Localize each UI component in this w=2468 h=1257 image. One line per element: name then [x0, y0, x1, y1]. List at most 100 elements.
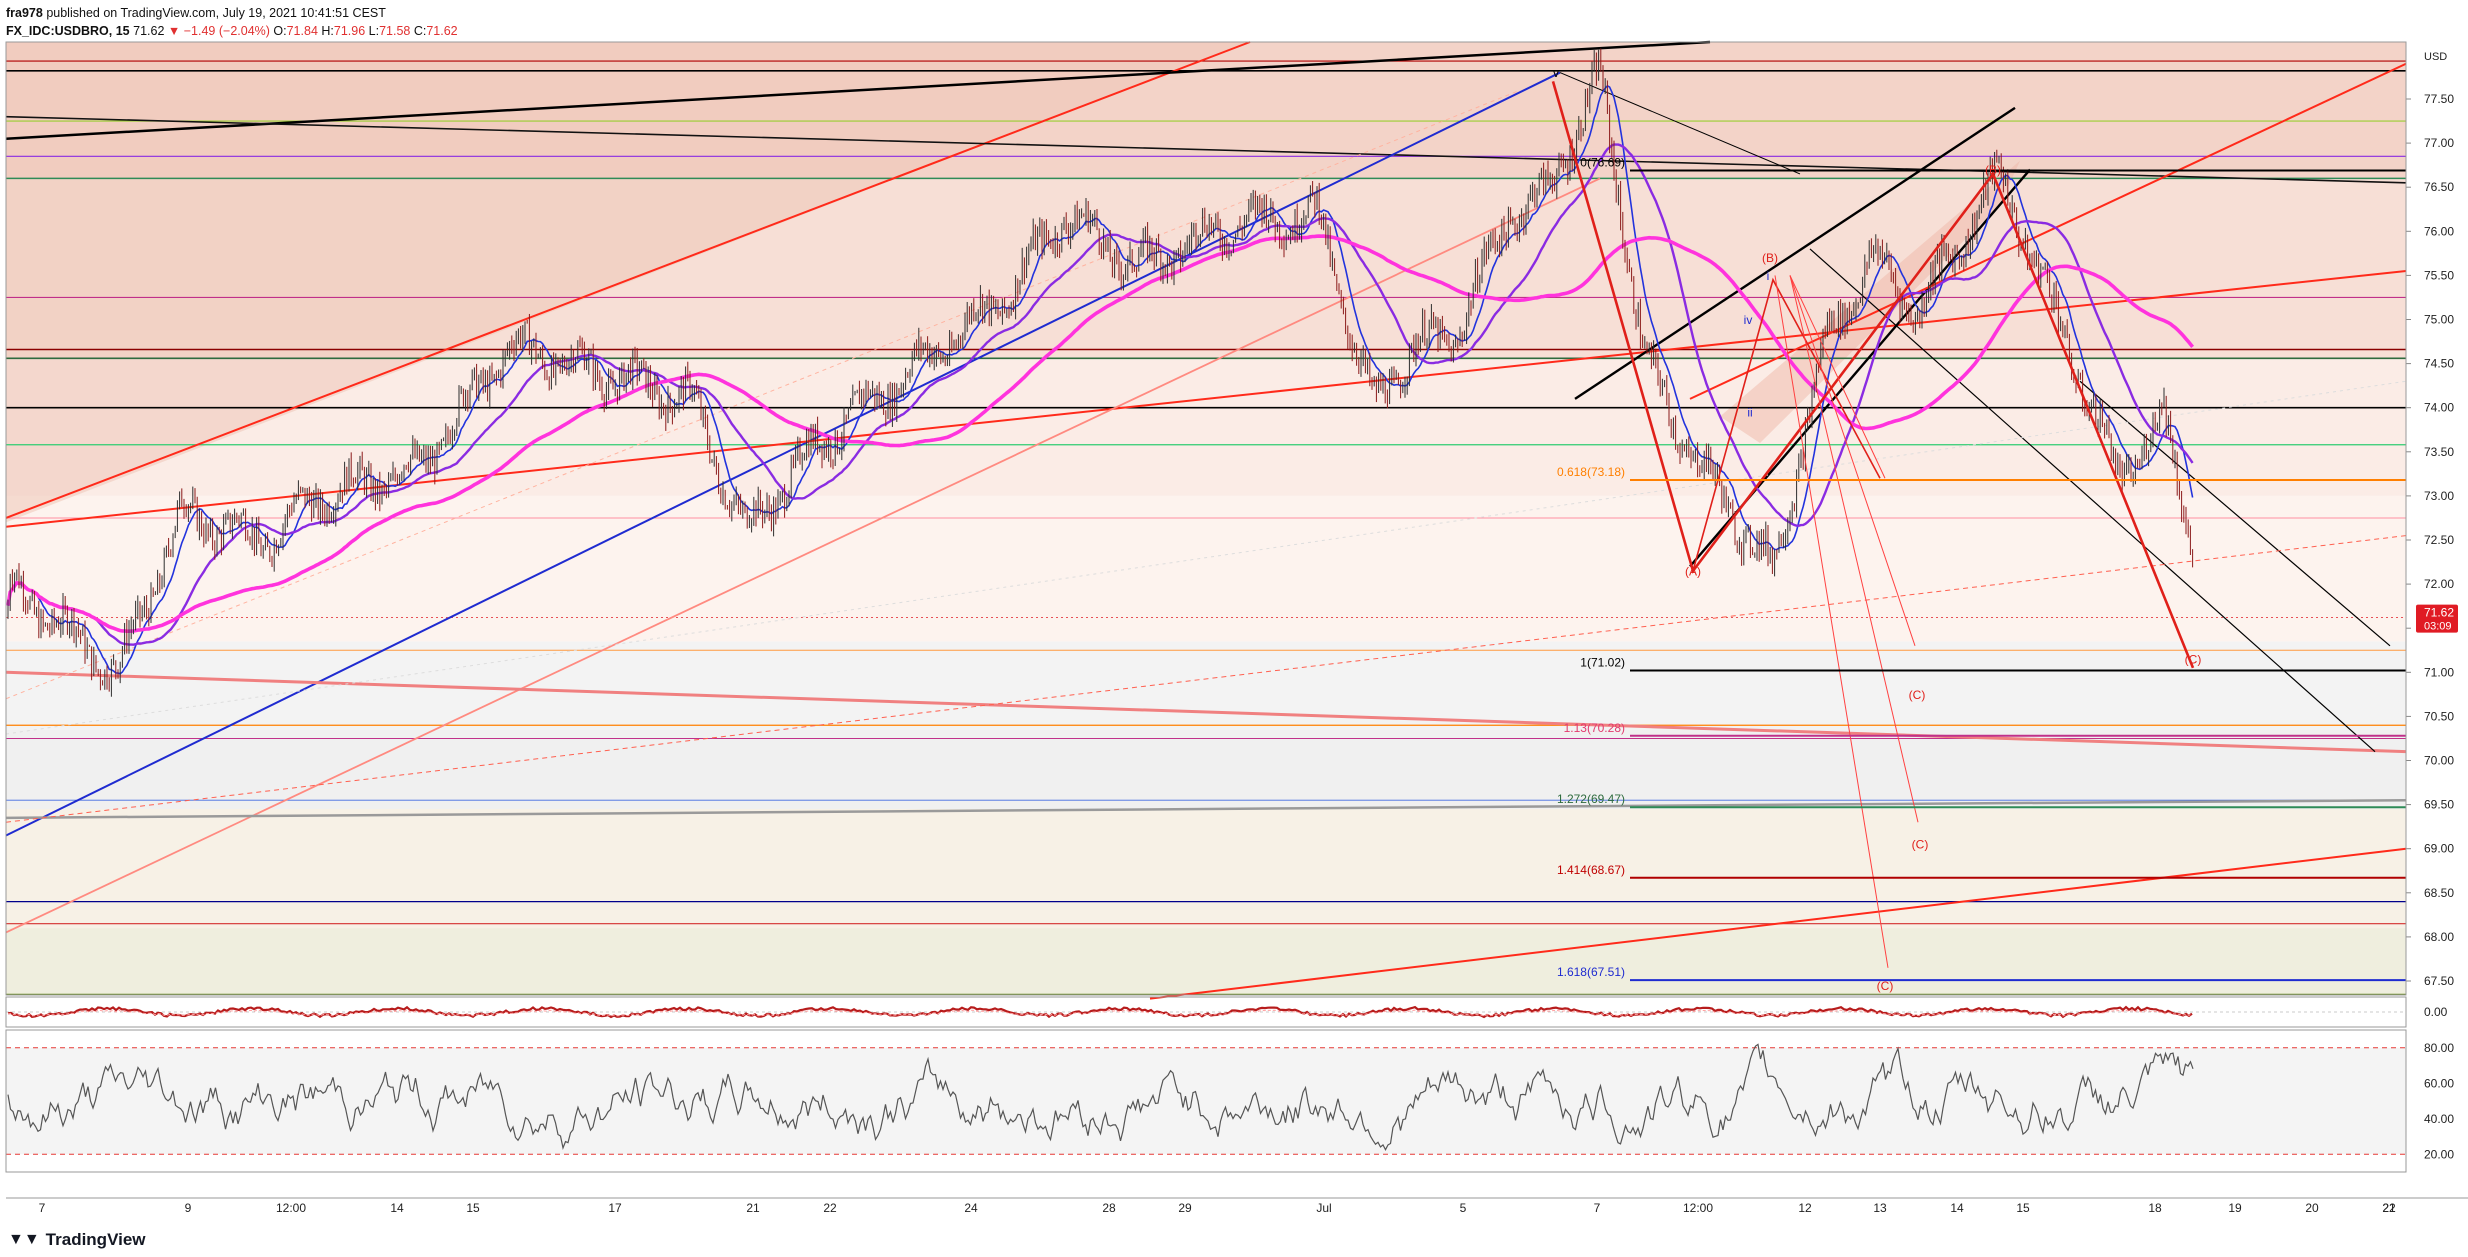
tradingview-logo-icon: ▼▼ [8, 1231, 40, 1248]
y-tick-label: 73.50 [2424, 445, 2454, 459]
y-tick-label: 74.50 [2424, 357, 2454, 371]
y-tick-label: 73.00 [2424, 489, 2454, 503]
wave-path [1692, 277, 1881, 572]
background-zones [6, 42, 2406, 995]
y-tick-label: 71.00 [2424, 665, 2454, 679]
wave-label: (A) [1685, 564, 1701, 578]
projection-line [1789, 275, 1916, 646]
trend-line [5, 40, 1711, 140]
rsi-tick-label: 20.00 [2424, 1147, 2454, 1161]
trend-line [5, 177, 1601, 934]
zone-band [6, 359, 2406, 496]
y-tick-label: 68.50 [2424, 886, 2454, 900]
x-tick-label: 18 [2148, 1201, 2162, 1215]
osc-tick-label: 0.00 [2424, 1005, 2448, 1019]
close-label: C: [413, 24, 427, 38]
currency-label: USD [2424, 51, 2447, 63]
projection-line [1789, 275, 1886, 479]
low-label: L: [368, 24, 380, 38]
open-value: 71.84 [286, 24, 318, 38]
pane-border [5, 41, 2407, 996]
y-tick-label: 76.00 [2424, 224, 2454, 238]
y-tick-label: 76.50 [2424, 180, 2454, 194]
wave-label: (C) [1877, 979, 1894, 993]
y-tick-label: 72.00 [2424, 577, 2454, 591]
low-value: 71.58 [379, 24, 411, 38]
zone-band [6, 809, 2406, 929]
x-tick-label: 12 [1798, 1201, 1812, 1215]
oscillator-pane [6, 1005, 2406, 1019]
chart-header: fra978 published on TradingView.com, Jul… [6, 4, 458, 40]
moving-averages [6, 84, 2195, 675]
trend-line [5, 798, 2407, 820]
wave-label: (B) [1985, 163, 2001, 177]
fib-label: 0(76.69) [1580, 155, 1625, 169]
x-tick-label: 21 [2382, 1201, 2396, 1215]
change-arrow-icon: ▼ [167, 24, 181, 38]
fib-label: 1.618(67.51) [1557, 965, 1625, 979]
projection-line [1789, 275, 1919, 823]
x-tick-label: 14 [390, 1201, 404, 1215]
high-label: H: [321, 24, 334, 38]
trend-line [1574, 106, 2016, 400]
trend-line [1689, 62, 2407, 400]
axis-bg [2406, 32, 2468, 1174]
price-candles [7, 48, 2194, 697]
x-tick-label: 15 [2016, 1201, 2030, 1215]
x-tick-label: 29 [1178, 1201, 1192, 1215]
trend-line [5, 380, 2407, 735]
fib-label: 1(71.02) [1580, 656, 1625, 670]
zone-band [6, 928, 2406, 995]
publisher-line: fra978 published on TradingView.com, Jul… [6, 4, 458, 22]
high-value: 71.96 [333, 24, 366, 38]
trend-line [2079, 380, 2391, 647]
oscillator-line [7, 1005, 2193, 1019]
x-tick-label: 17 [608, 1201, 622, 1215]
trend-line [5, 535, 2407, 823]
rsi-line [7, 1043, 2194, 1151]
zone-band [6, 495, 2406, 642]
trend-line [5, 670, 2407, 754]
x-tick-label: 9 [185, 1201, 192, 1215]
x-tick-label: 24 [964, 1201, 978, 1215]
moving-average-line [6, 234, 2195, 633]
wave-label: i [1767, 269, 1770, 283]
last-value: 71.62 [133, 24, 165, 38]
last-price-badge [2416, 604, 2458, 633]
x-tick-label: 21 [746, 1201, 760, 1215]
price-axis[interactable]: 77.50 77.00 76.50 76.00 75.50 75.00 74.50 74.00… [2406, 32, 2468, 1174]
wave-path [1551, 81, 2195, 669]
y-tick-label: 74.00 [2424, 401, 2454, 415]
x-tick-label: 7 [1594, 1201, 1601, 1215]
horizontal-levels [6, 60, 2406, 995]
y-tick-label: 70.00 [2424, 754, 2454, 768]
y-tick-label: 77.00 [2424, 136, 2454, 150]
published-text: published on TradingView.com, July 19, 2… [46, 6, 386, 20]
x-tick-label: 22 [2382, 1201, 2396, 1215]
time-axis[interactable]: 7 9 12:00 14 15 17 21 22 24 28 29 Jul 5 7 12:00 12 13 14 1… [39, 1201, 2396, 1215]
tradingview-logo[interactable]: ▼▼ TradingView [8, 1230, 146, 1250]
wave-label: (C) [2185, 652, 2202, 666]
y-tick-label: 69.00 [2424, 842, 2454, 856]
x-tick-label: 14 [1950, 1201, 1964, 1215]
wave-label: (C) [1912, 838, 1929, 852]
x-tick-label: 12:00 [1683, 1201, 1713, 1215]
wave-label: (B) [1762, 251, 1778, 265]
channel-shade [6, 42, 1250, 523]
fib-label: 0.618(73.18) [1557, 465, 1625, 479]
y-tick-label: 70.50 [2424, 709, 2454, 723]
wave-label: v [1553, 66, 1559, 80]
rsi-tick-label: 40.00 [2424, 1112, 2454, 1126]
y-tick-label: 67.50 [2424, 974, 2454, 988]
trend-line [5, 71, 1561, 837]
symbol-name[interactable]: FX_IDC:USDBRO, 15 [6, 24, 130, 38]
moving-average-line [6, 143, 2194, 646]
fib-label: 1.414(68.67) [1557, 863, 1625, 877]
pane-border [5, 996, 2407, 1028]
trend-lines [5, 40, 2407, 1000]
publisher-name[interactable]: fra978 [6, 6, 43, 20]
wave-label: ii [1747, 406, 1752, 420]
y-tick-label: 75.00 [2424, 313, 2454, 327]
